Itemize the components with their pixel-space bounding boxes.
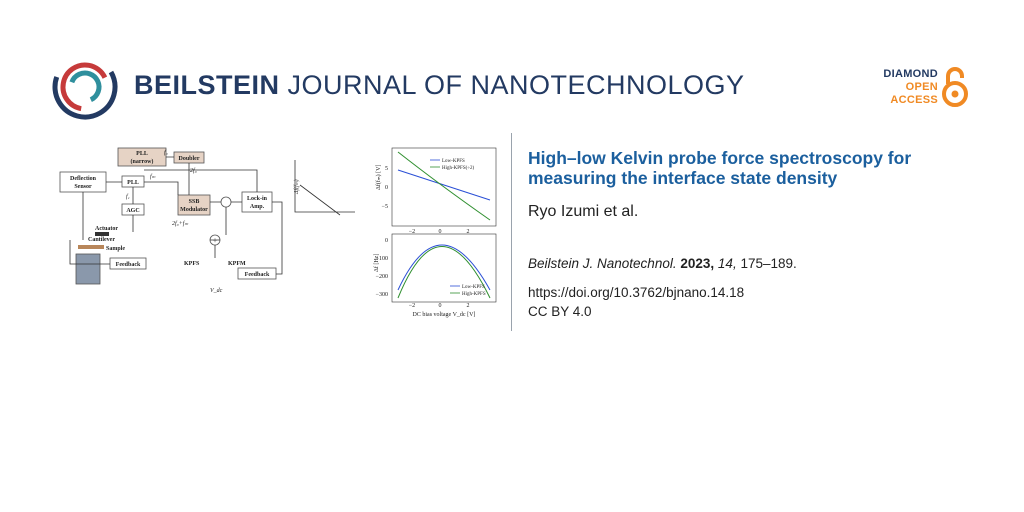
f0-label: f₀ [164,149,168,156]
citation: Beilstein J. Nanotechnol. 2023, 14, 175–… [528,256,797,271]
bottom-ytick: 0 [385,238,388,244]
oa-access-text: ACCESS [890,94,938,106]
two-f0-label: 2f₀ [190,167,197,174]
top-legend-series: High-KPFS(÷2) [442,166,475,171]
feedback-right-label: Feedback [245,272,270,278]
actuator-label: Actuator [95,226,118,232]
top-xtick: 2 [467,229,470,235]
sample-label: Sample [106,246,125,252]
kpfs-plots: Δf(fₘ) [V] 5 0 −5 −2 0 2 Low-KPFS High-K… [373,147,497,318]
ssb-label: SSB [189,199,200,205]
open-access-label: DIAMOND OPEN ACCESS [883,68,938,107]
bottom-series-low [397,244,491,291]
pll-narrow-sub-label: (narrow) [131,158,154,165]
top-ytick: −5 [382,204,388,210]
doi-link[interactable]: https://doi.org/10.3762/bjnano.14.18 [528,285,745,300]
oa-diamond-text: DIAMOND [883,68,938,80]
bottom-legend-series: High-KPFS [462,292,486,297]
agc-label: AGC [126,208,139,214]
vertical-divider [511,133,512,331]
lockin-label: Lock-in [247,196,268,202]
delta-f-label: Δf(fₘ) [293,179,300,195]
modulator-label: Modulator [180,207,208,213]
pll-narrow-label: PLL [136,151,148,157]
kpfm-label: KPFM [228,261,246,267]
top-series-high [397,151,491,221]
sensor-label: Sensor [74,184,92,190]
citation-volume: 14, [717,256,737,271]
setup-schematic: PLL (narrow) Doubler Deflection Sensor P… [59,147,355,294]
kpfs-label: KPFS [184,261,200,267]
top-series-low [397,169,491,201]
citation-pages: 175–189. [740,256,797,271]
bottom-legend-series: Low-KPFS [462,285,485,290]
fm-label: fₘ [150,173,156,180]
bottom-chart-ylabel: Δf [Hz] [373,254,380,272]
bottom-chart-xlabel: DC bias voltage V_dc [V] [413,312,476,318]
top-xtick: −2 [409,229,415,235]
journal-title-bold: BEILSTEIN [134,70,280,100]
bottom-xtick: 2 [467,303,470,309]
bottom-ytick: −200 [376,274,388,280]
doubler-label: Doubler [179,156,200,162]
feedback-left-label: Feedback [116,262,141,268]
article-title: High–low Kelvin probe force spectroscopy… [528,148,912,188]
journal-abbrev: Beilstein J. Nanotechnol. [528,256,677,271]
deflection-label: Deflection [70,176,97,182]
journal-title-rest: JOURNAL OF NANOTECHNOLOGY [279,70,745,100]
top-ytick: 5 [385,166,388,172]
cantilever-label: Cantilever [88,237,115,243]
article-authors: Ryo Izumi et al. [528,203,639,220]
open-access-lock-icon [942,67,968,107]
bottom-ytick: −100 [376,256,388,262]
amp-label: Amp. [250,204,265,210]
top-xtick: 0 [439,229,442,235]
pll-label: PLL [127,180,139,186]
top-chart-ylabel: Δf(fₘ) [V] [375,165,382,190]
journal-title: BEILSTEIN JOURNAL OF NANOTECHNOLOGY [134,70,745,101]
bottom-series-high [397,246,491,299]
top-legend-series: Low-KPFS [442,159,465,164]
oa-open-text: OPEN [905,81,938,93]
license: CC BY 4.0 [528,304,592,319]
vdc-label: V_dc [210,288,223,294]
top-ytick: 0 [385,185,388,191]
f1-label: f₁ [126,193,130,200]
svg-text:+: + [213,236,218,245]
bottom-xtick: −2 [409,303,415,309]
citation-year: 2023, [680,256,715,271]
two-f0-fm-label: 2f₀+fₘ [172,220,188,227]
bottom-xtick: 0 [439,303,442,309]
bottom-ytick: −300 [376,292,388,298]
beilstein-logo [52,54,118,120]
